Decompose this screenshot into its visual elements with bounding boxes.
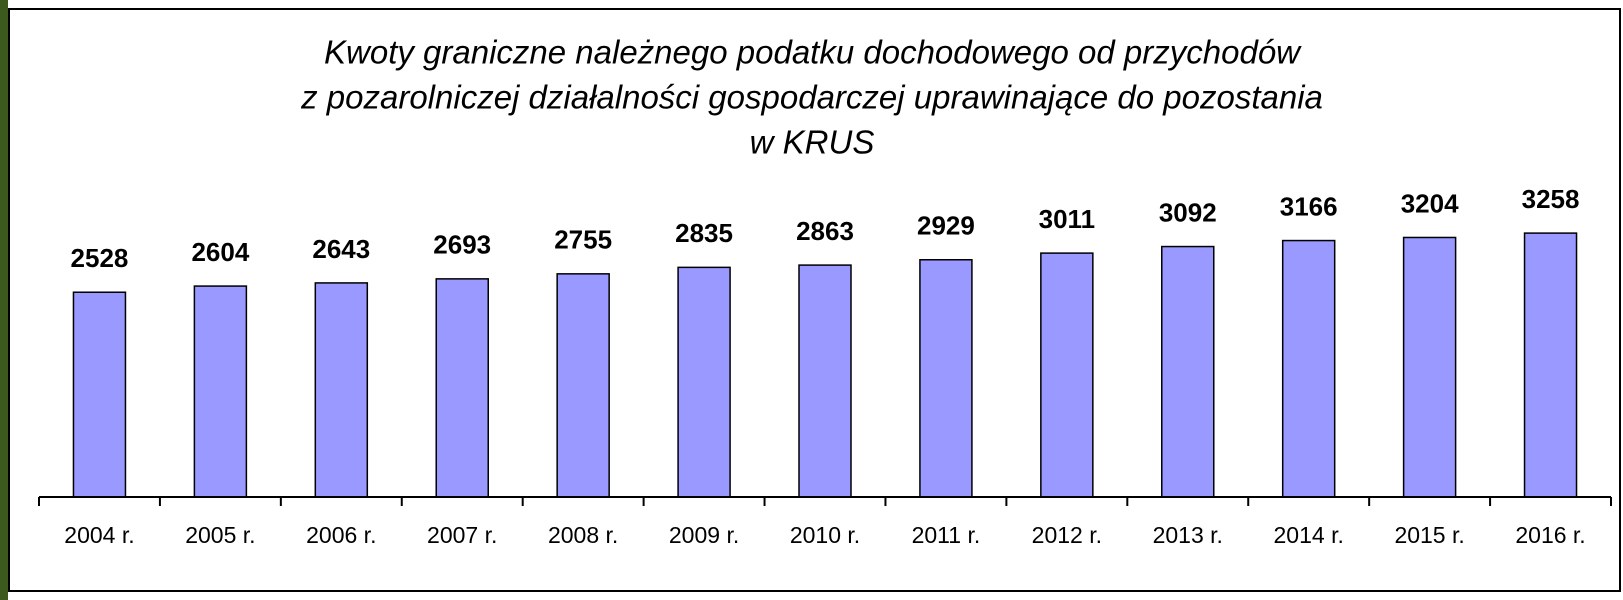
background-strip [0,0,8,600]
value-label: 3011 [1039,204,1095,234]
x-tick-label: 2016 r. [1515,522,1585,548]
value-label: 2693 [433,230,491,260]
bar [436,279,488,497]
bar [315,283,367,497]
bar [1162,247,1214,497]
chart: Kwoty graniczne należnego podatku dochod… [0,0,1623,600]
chart-title: z pozarolniczej działalności gospodarcze… [300,79,1323,116]
x-tick-label: 2004 r. [64,522,134,548]
value-label: 2528 [71,243,129,273]
chart-title: Kwoty graniczne należnego podatku dochod… [324,34,1302,71]
value-label: 2863 [796,216,854,246]
value-label: 2755 [554,225,612,255]
x-tick-label: 2008 r. [548,522,618,548]
x-tick-label: 2007 r. [427,522,497,548]
x-tick-label: 2013 r. [1153,522,1223,548]
bar [194,286,246,497]
value-label: 2604 [191,237,249,267]
value-label: 3204 [1401,188,1459,218]
value-label: 3166 [1280,191,1338,221]
x-tick-label: 2015 r. [1394,522,1464,548]
value-label: 3258 [1522,184,1580,214]
x-tick-label: 2009 r. [669,522,739,548]
x-tick-label: 2006 r. [306,522,376,548]
x-tick-label: 2014 r. [1274,522,1344,548]
bar [1404,237,1456,497]
bar [678,267,730,497]
value-label: 2929 [917,211,975,241]
bar [557,274,609,497]
chart-title: w KRUS [750,124,875,161]
bar [920,260,972,497]
bar [799,265,851,497]
bar [1525,233,1577,497]
x-tick-label: 2011 r. [912,522,981,548]
value-label: 3092 [1159,197,1217,227]
x-tick-label: 2010 r. [790,522,860,548]
x-tick-label: 2012 r. [1032,522,1102,548]
x-tick-label: 2005 r. [185,522,255,548]
value-label: 2835 [675,218,733,248]
value-label: 2643 [312,234,370,264]
bar [1041,253,1093,497]
bar [73,292,125,497]
bar [1283,241,1335,497]
